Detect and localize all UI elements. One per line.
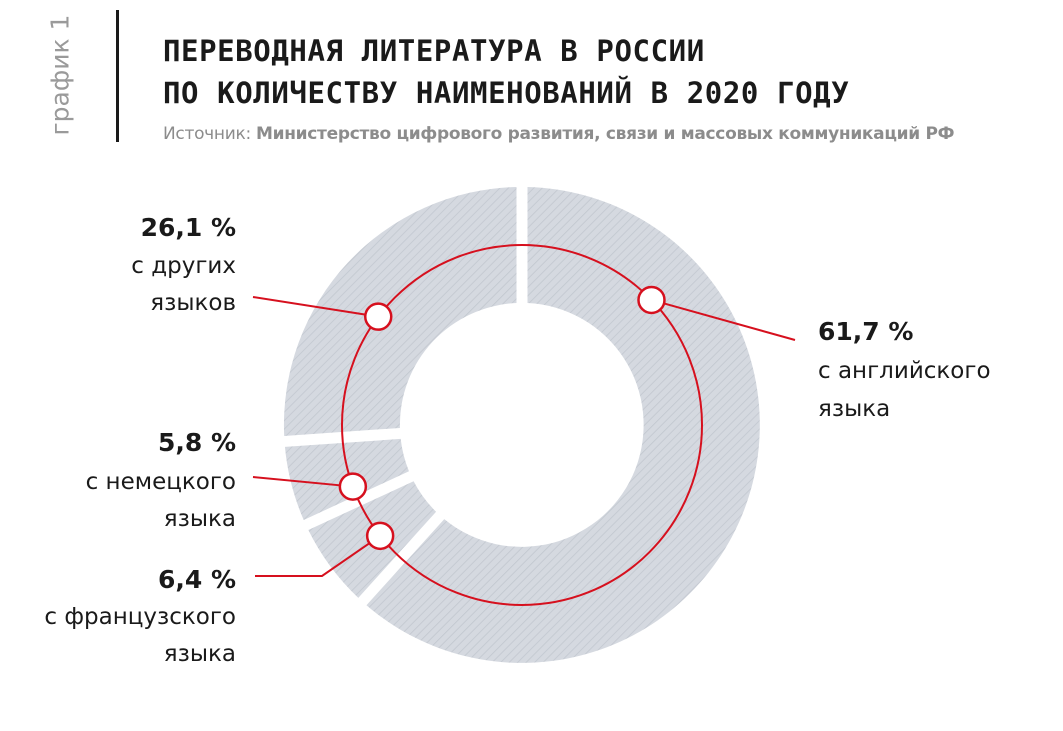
label-french-percent: 6,4 % [158,565,236,594]
label-english-percent: 61,7 % [818,317,913,346]
label-other-percent: 26,1 % [141,213,236,242]
label-english-line1: с английского [818,358,991,384]
source-prefix: Источник: [163,124,251,144]
label-german-line1: с немецкого [86,469,236,495]
leader-line-french [255,534,381,577]
slice-labels: 61,7 % с английского языка 6,4 % с франц… [44,213,990,667]
label-other-line1: с других [131,253,236,279]
marker-german [338,472,368,501]
title-line-1: ПЕРЕВОДНАЯ ЛИТЕРАТУРА В РОССИИ [163,34,705,68]
leader-line-german [252,476,353,488]
leader-line-english [651,298,796,341]
page-title: ПЕРЕВОДНАЯ ЛИТЕРАТУРА В РОССИИ ПО КОЛИЧЕ… [163,30,849,114]
label-german-percent: 5,8 % [158,428,236,457]
donut-slices [283,187,760,663]
leader-line-other [252,296,379,318]
label-french-line1: с французского [44,604,236,630]
header-divider [116,10,119,142]
marker-french [365,521,395,551]
marker-english [637,285,666,315]
label-english-line2: языка [818,396,890,422]
source-line: Источник: Министерство цифрового развити… [163,124,955,144]
label-french-line2: языка [164,641,236,667]
source-name: Министерство цифрового развития, связи и… [255,124,955,144]
label-german-line2: языка [164,506,236,532]
label-leaders [252,285,796,577]
label-other-line2: языков [150,290,236,316]
inner-ring-line [341,244,703,607]
marker-other [363,302,393,331]
slice-other [283,187,517,436]
title-line-2: ПО КОЛИЧЕСТВУ НАИМЕНОВАНИЙ В 2020 ГОДУ [163,76,850,110]
